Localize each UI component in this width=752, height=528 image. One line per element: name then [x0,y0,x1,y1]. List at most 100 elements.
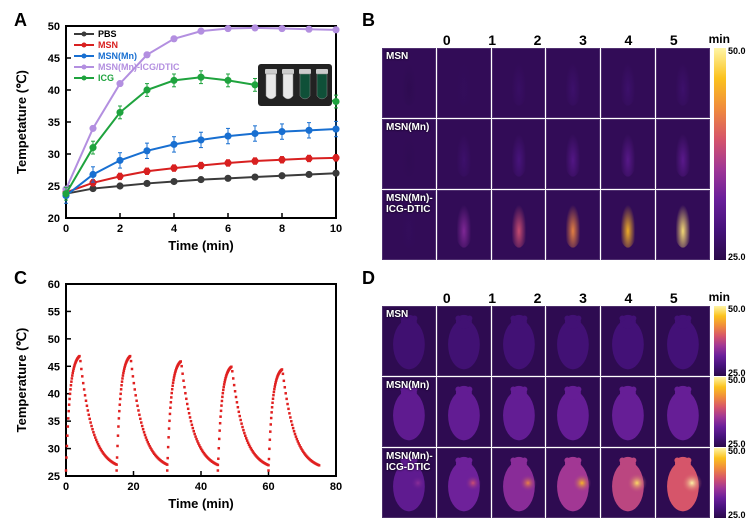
colorbar: 50.025.0 [714,448,726,518]
svg-text:80: 80 [330,481,342,493]
col-header: 2 [515,32,560,48]
svg-text:40: 40 [48,85,60,97]
thermal-cell [546,306,600,376]
svg-text:0: 0 [63,223,69,235]
thermal-cell [601,448,655,518]
thermal-cell [601,48,655,118]
thermal-cell [492,119,546,189]
colorbar-max: 50.0 [728,446,746,456]
svg-text:40: 40 [195,481,207,493]
col-header: 5 [651,290,696,306]
thermal-cell [437,377,491,447]
thermal-cell [492,306,546,376]
svg-text:45: 45 [48,53,60,65]
thermal-cell [656,306,710,376]
row-label: MSN [386,51,408,62]
thermal-cell [437,190,491,260]
svg-text:0: 0 [63,481,69,493]
panel-b-grid: 012345min MSN MSN(Mn) MSN(Mn)-ICG-DTIC 50.02… [358,10,742,260]
thermal-cell [656,48,710,118]
thermal-row: MSN [382,48,710,118]
row-label: MSN(Mn)-ICG-DTIC [386,193,435,215]
svg-text:30: 30 [48,444,60,456]
thermal-cell: MSN [382,306,436,376]
panel-c-chart: 0204060802530354045505560Time (min)Tempe… [10,268,350,518]
svg-text:60: 60 [48,279,60,291]
colorbar: 50.025.0 [714,48,726,260]
thermal-cell: MSN(Mn) [382,119,436,189]
row-label: MSN(Mn) [386,122,429,133]
thermal-row: MSN(Mn)-ICG-DTIC [382,448,710,518]
svg-text:20: 20 [127,481,139,493]
panel-d: D 012345minMSNMSN(Mn)MSN(Mn)-ICG-DTIC50.… [358,268,742,518]
svg-text:45: 45 [48,361,60,373]
column-headers: 012345min [382,290,742,306]
panel-c: C 0204060802530354045505560Time (min)Tem… [10,268,350,518]
thermal-cell [656,190,710,260]
thermal-cell [601,377,655,447]
svg-text:Temperature (℃): Temperature (℃) [14,328,29,433]
svg-text:50: 50 [48,21,60,33]
thermal-cell [656,448,710,518]
thermal-cell [492,190,546,260]
col-header: 2 [515,290,560,306]
colorbar-min: 25.0 [728,252,746,262]
thermal-cell [656,119,710,189]
colorbar-max: 50.0 [728,304,746,314]
thermal-cell: MSN(Mn)-ICG-DTIC [382,448,436,518]
row-label: MSN [386,309,408,320]
svg-text:Time (min): Time (min) [168,496,234,511]
svg-text:MSN(Mn)-ICG/DTIC: MSN(Mn)-ICG/DTIC [98,62,180,72]
thermal-cell [546,448,600,518]
colorbar: 50.025.0 [714,377,726,447]
svg-text:55: 55 [48,306,60,318]
panel-a-label: A [14,10,27,31]
col-header: 4 [606,32,651,48]
svg-text:50: 50 [48,334,60,346]
svg-text:25: 25 [48,181,60,193]
panel-c-label: C [14,268,27,289]
thermal-row: MSN(Mn) [382,119,710,189]
colorbar: 50.025.0 [714,306,726,376]
svg-text:2: 2 [117,223,123,235]
thermal-row: MSN [382,306,710,376]
thermal-cell [437,119,491,189]
svg-text:Tempetature (℃): Tempetature (℃) [14,70,29,174]
col-header: 5 [651,32,696,48]
thermal-cell [601,119,655,189]
svg-text:4: 4 [171,223,178,235]
svg-text:Time (min): Time (min) [168,238,234,253]
panel-b-label: B [362,10,375,31]
svg-text:8: 8 [279,223,285,235]
thermal-cell [601,190,655,260]
thermal-cell [546,377,600,447]
panel-a-chart: 024681020253035404550Time (min)Tempetatu… [10,10,350,260]
svg-text:ICG: ICG [98,73,114,83]
col-header: 4 [606,290,651,306]
svg-text:MSN(Mn): MSN(Mn) [98,51,137,61]
thermal-row: MSN(Mn) [382,377,710,447]
col-header: 1 [469,32,514,48]
thermal-cell [546,190,600,260]
thermal-cell: MSN [382,48,436,118]
panel-d-grid: 012345min MSN MSN(Mn) MSN(Mn)-ICG-DTIC 50.02… [358,268,742,518]
thermal-cell [601,306,655,376]
svg-text:6: 6 [225,223,231,235]
thermal-cell [546,48,600,118]
col-header: 0 [424,32,469,48]
thermal-cell [437,48,491,118]
svg-text:35: 35 [48,416,60,428]
row-label: MSN(Mn)-ICG-DTIC [386,451,435,473]
row-label: MSN(Mn) [386,380,429,391]
thermal-cell [492,48,546,118]
panel-a: A 024681020253035404550Time (min)Tempeta… [10,10,350,260]
thermal-cell [546,119,600,189]
thermal-cell [437,306,491,376]
svg-text:35: 35 [48,117,60,129]
colorbar-max: 50.0 [728,46,746,56]
svg-text:60: 60 [262,481,274,493]
thermal-row: MSN(Mn)-ICG-DTIC [382,190,710,260]
column-headers: 012345min [382,32,742,48]
svg-text:20: 20 [48,213,60,225]
thermal-cell: MSN(Mn) [382,377,436,447]
